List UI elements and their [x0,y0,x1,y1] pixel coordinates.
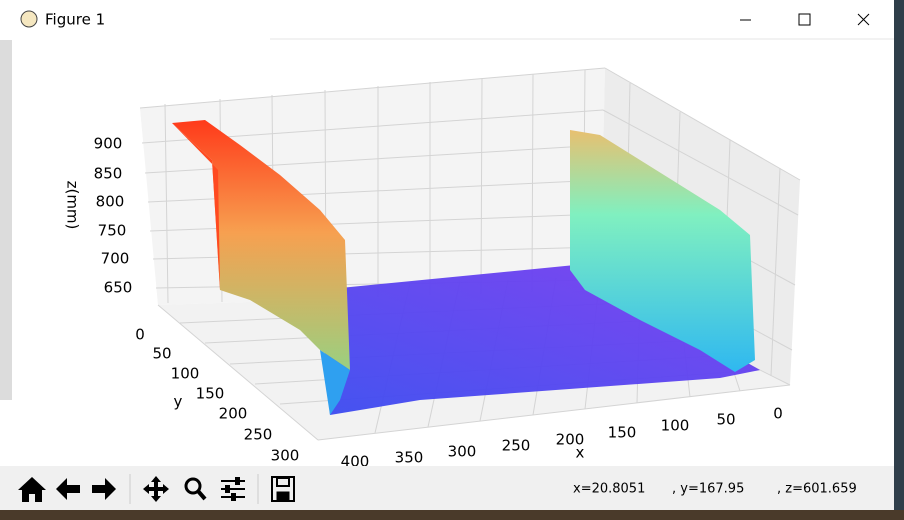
z-axis: 900 850 800 750 700 650 z(mm) [64,135,133,297]
x-tick-label: 200 [556,431,585,449]
background-window [0,40,12,400]
status-z: , z=601.659 [777,482,857,497]
desktop-edge [894,0,904,510]
x-tick-label: 100 [661,417,690,435]
y-axis: 0 50 100 150 200 250 300 y [135,326,299,465]
x-axis-label: x [576,444,585,462]
x-tick-label: 350 [395,449,424,467]
y-tick-label: 50 [152,345,171,363]
surface [172,120,760,415]
y-tick-label: 0 [135,326,145,344]
status-y: , y=167.95 [672,482,744,497]
x-axis: 400 350 300 250 200 150 100 50 0 x [341,405,783,471]
z-tick-label: 700 [101,250,130,268]
back-button[interactable] [56,478,80,500]
x-tick-label: 150 [608,424,637,442]
y-axis-label: y [174,393,183,411]
zoom-button[interactable] [184,477,207,501]
y-tick-label: 100 [171,365,200,383]
close-button[interactable] [857,13,870,26]
x-tick-label: 250 [502,437,531,455]
y-tick-label: 150 [196,385,225,403]
status-x: x=20.8051 [573,482,645,497]
title-bar: Figure 1 [20,10,870,29]
y-tick-label: 300 [271,447,300,465]
pan-button[interactable] [143,476,169,502]
y-tick-label: 250 [244,426,273,444]
z-tick-label: 900 [94,135,123,153]
maximize-button[interactable] [798,13,811,26]
app-icon [20,10,38,28]
z-tick-label: 750 [98,222,127,240]
toolbar [0,466,894,510]
taskbar-strip [0,510,904,520]
x-tick-label: 50 [716,411,735,429]
z-tick-label: 850 [94,165,123,183]
z-tick-label: 800 [96,193,125,211]
z-axis-label: z(mm) [64,181,82,230]
window-title: Figure 1 [45,11,105,29]
z-tick-label: 650 [104,279,133,297]
home-button[interactable] [18,477,46,502]
save-button[interactable] [271,476,295,502]
x-tick-label: 300 [448,443,477,461]
configure-button[interactable] [221,477,245,501]
x-tick-label: 0 [773,405,783,423]
y-tick-label: 200 [219,405,248,423]
forward-button[interactable] [92,478,116,500]
